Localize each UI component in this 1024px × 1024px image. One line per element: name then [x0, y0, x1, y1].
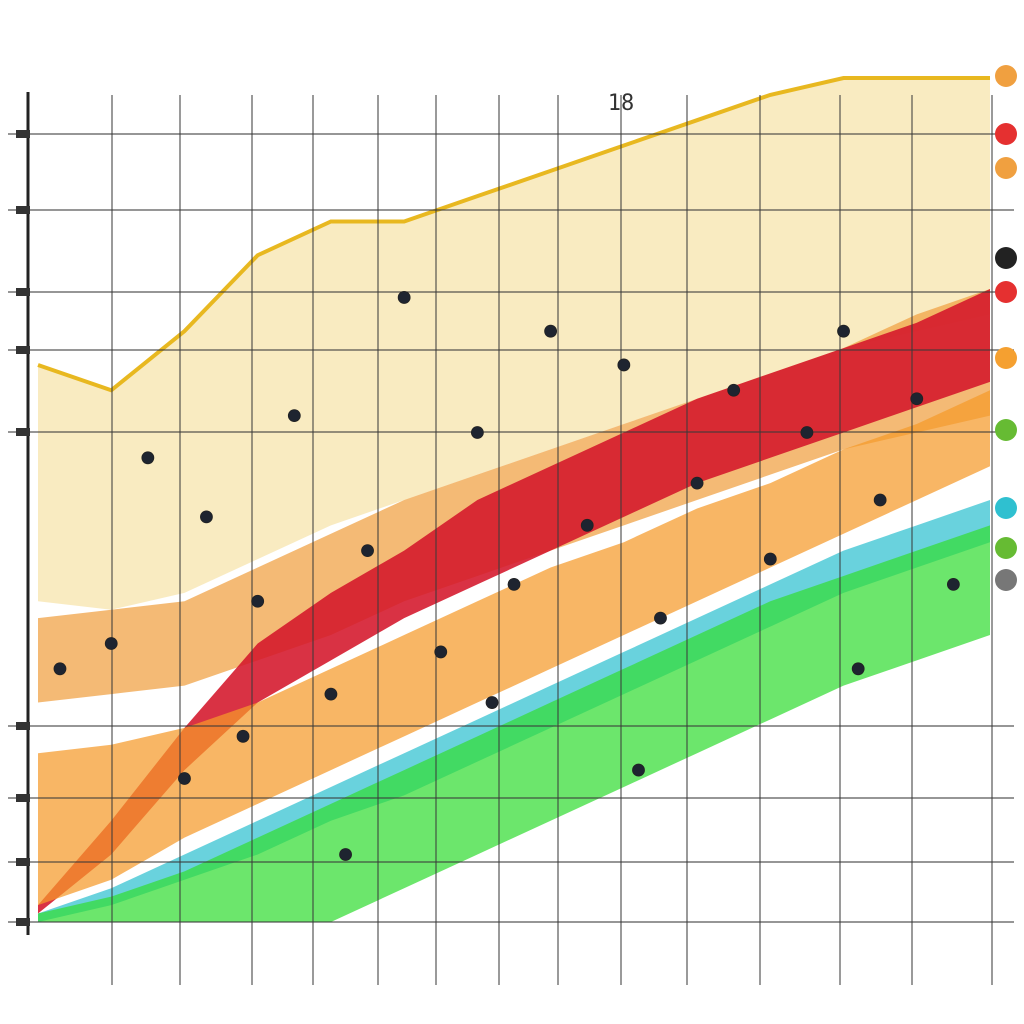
- legend-swatch-5: [995, 281, 1017, 303]
- legend-swatch-4: [995, 247, 1017, 269]
- data-marker-13: [470, 426, 484, 439]
- data-marker-28: [485, 696, 499, 709]
- legend-swatch-1: [995, 65, 1017, 87]
- data-marker-4: [178, 772, 191, 785]
- y-axis-tick-5: [16, 428, 30, 436]
- data-marker-8: [287, 409, 301, 423]
- data-marker-9: [324, 687, 338, 701]
- data-marker-30: [851, 662, 865, 676]
- data-marker-21: [763, 552, 777, 566]
- series-band-3: [38, 289, 990, 914]
- grid-lines: [8, 95, 1014, 985]
- series-band-5: [38, 500, 990, 922]
- series-band-4: [38, 390, 990, 906]
- data-marker-26: [946, 578, 960, 591]
- legend-swatch-10: [995, 569, 1017, 591]
- legend-swatch-9: [995, 537, 1017, 559]
- data-markers: [53, 291, 960, 861]
- data-marker-14: [507, 578, 521, 591]
- y-axis-tick-6: [16, 722, 30, 730]
- data-marker-6: [236, 729, 250, 743]
- data-marker-3: [141, 451, 155, 465]
- legend-swatch-3: [995, 157, 1017, 179]
- y-axis-tick-2: [16, 206, 30, 214]
- y-axis: [16, 92, 30, 935]
- y-axis-tick-9: [16, 918, 30, 926]
- area-bands: [37, 76, 990, 922]
- data-marker-17: [617, 358, 631, 372]
- data-marker-2: [104, 637, 118, 650]
- data-marker-19: [690, 476, 704, 490]
- top-tick-label: 18: [608, 91, 635, 116]
- data-marker-15: [544, 324, 558, 338]
- data-marker-1: [53, 662, 67, 676]
- data-marker-24: [873, 493, 887, 507]
- data-marker-20: [727, 383, 741, 397]
- y-axis-tick-1: [16, 130, 30, 138]
- data-marker-12: [434, 645, 448, 659]
- data-marker-23: [837, 324, 850, 338]
- top-tick-labels: 18: [608, 91, 635, 116]
- y-axis-tick-3: [16, 288, 30, 296]
- data-marker-27: [339, 848, 352, 861]
- data-marker-10: [361, 544, 374, 558]
- data-marker-11: [397, 291, 411, 304]
- legend: [995, 65, 1017, 591]
- data-marker-18: [654, 611, 667, 625]
- legend-swatch-2: [995, 123, 1017, 145]
- series-line-1: [37, 76, 990, 393]
- legend-swatch-6: [995, 347, 1017, 369]
- data-marker-5: [200, 510, 213, 524]
- series-band-1: [38, 78, 990, 610]
- data-marker-7: [251, 594, 265, 608]
- y-axis-tick-8: [16, 858, 30, 866]
- data-marker-16: [580, 518, 594, 532]
- series-band-6: [38, 525, 990, 922]
- data-marker-25: [910, 392, 924, 406]
- y-axis-tick-4: [16, 346, 30, 354]
- legend-swatch-8: [995, 497, 1017, 519]
- data-marker-22: [800, 426, 814, 439]
- y-axis-tick-7: [16, 794, 30, 802]
- data-marker-29: [632, 763, 645, 777]
- legend-swatch-7: [995, 419, 1017, 441]
